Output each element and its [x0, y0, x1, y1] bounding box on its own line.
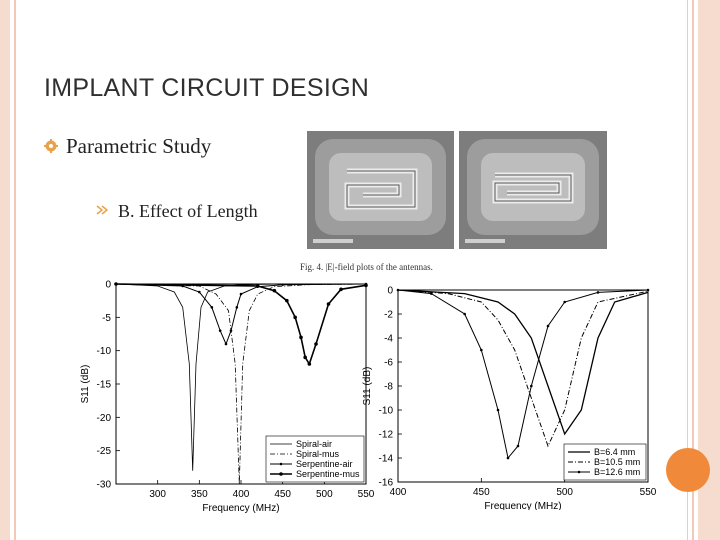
e-field-plot-image-1 — [307, 131, 454, 249]
x-tick-label: 400 — [390, 487, 407, 498]
series-line — [115, 283, 367, 485]
left-decorative-line — [14, 0, 16, 540]
series-point — [293, 315, 297, 320]
y-tick-label: -10 — [379, 406, 394, 417]
y-tick-label: 0 — [105, 280, 111, 291]
series-point — [339, 287, 343, 292]
series-point — [364, 283, 368, 288]
series-point — [506, 456, 510, 460]
x-tick-label: 350 — [191, 489, 208, 500]
y-tick-label: -5 — [102, 313, 111, 324]
series-point — [480, 348, 483, 352]
y-tick-label: -8 — [384, 382, 393, 393]
series-point — [496, 408, 500, 412]
series-point — [530, 384, 533, 388]
y-tick-label: -2 — [384, 310, 393, 321]
legend-label: B=6.4 mm — [594, 447, 635, 457]
x-tick-label: 550 — [358, 489, 374, 500]
series-line — [397, 289, 649, 460]
series-point — [299, 335, 303, 340]
y-tick-label: -10 — [97, 346, 112, 357]
y-tick-label: -25 — [97, 446, 112, 457]
series-point — [239, 292, 243, 296]
y-tick-label: -20 — [97, 413, 112, 424]
y-tick-label: -16 — [379, 478, 394, 489]
series-point — [224, 342, 228, 346]
legend-marker — [279, 462, 283, 466]
y-tick-label: -14 — [379, 454, 394, 465]
legend-label: Spiral-air — [296, 439, 332, 449]
legend-marker — [577, 470, 581, 474]
legend-marker — [279, 472, 283, 476]
legend-label: B=12.6 mm — [594, 467, 640, 477]
s11-vs-frequency-chart-antenna-types: 300 350 400 450 500 550 0 -5 -10 -15 -20 -25 -30 Freq… — [80, 280, 374, 515]
series-point — [198, 290, 201, 294]
bullet-effect-of-length: B. Effect of Length — [118, 201, 258, 221]
x-tick-label: 500 — [316, 489, 333, 500]
x-tick-label: 400 — [233, 489, 250, 500]
x-tick-label: 500 — [556, 487, 573, 498]
gear-bullet-icon — [44, 139, 58, 153]
legend-label: Serpentine-air — [296, 459, 353, 469]
y-tick-label: -6 — [384, 358, 393, 369]
series-point — [307, 362, 312, 366]
series-point — [281, 283, 284, 286]
series-point — [114, 282, 118, 286]
series-point — [303, 355, 307, 360]
figure-caption: Fig. 4. |E|-field plots of the antennas. — [300, 262, 433, 272]
series-line — [115, 283, 366, 471]
s11-vs-frequency-chart-lengths: 400 450 500 550 0 -2 -4 -6 -8 -10 -12 -14 -16 Frequen… — [362, 286, 657, 511]
series-point — [596, 291, 600, 294]
x-tick-label: 450 — [274, 489, 291, 500]
series-point — [314, 342, 318, 346]
series-point — [563, 300, 566, 304]
series-point — [229, 329, 233, 332]
x-tick-label: 300 — [149, 489, 166, 500]
series-point — [272, 288, 277, 293]
right-decorative-border — [698, 0, 720, 540]
x-tick-label: 550 — [640, 487, 657, 498]
series-line — [115, 283, 367, 366]
legend-box — [563, 443, 647, 481]
y-axis-label: S11 (dB) — [80, 365, 91, 404]
accent-circle — [666, 448, 710, 492]
series-point — [646, 288, 650, 292]
series-point — [285, 298, 289, 303]
series-point — [326, 302, 331, 306]
y-tick-label: -12 — [379, 430, 394, 441]
series-line — [397, 289, 649, 436]
arrow-bullet-icon — [96, 205, 109, 215]
y-tick-label: -4 — [384, 334, 393, 345]
y-axis-label: S11 (dB) — [362, 367, 373, 406]
y-tick-label: -15 — [97, 380, 112, 391]
x-tick-label: 450 — [473, 487, 490, 498]
series-point — [546, 324, 550, 328]
y-tick-label: 0 — [387, 286, 393, 297]
legend-label: Serpentine-mus — [296, 469, 360, 479]
e-field-plot-image-2 — [459, 131, 607, 249]
series-point — [255, 284, 260, 288]
y-tick-label: -30 — [97, 480, 112, 491]
legend-label: B=10.5 mm — [594, 457, 640, 467]
series-point — [396, 288, 400, 292]
left-decorative-border — [0, 0, 10, 540]
series-point — [430, 292, 433, 295]
x-axis-label: Frequency (MHz) — [484, 501, 561, 510]
series-point — [210, 306, 214, 309]
bullet-parametric-study: Parametric Study — [66, 134, 212, 158]
series-point — [235, 306, 239, 309]
series-point — [516, 444, 520, 448]
slide-title: IMPLANT CIRCUIT DESIGN — [44, 74, 370, 102]
right-decorative-line — [692, 0, 694, 540]
series-point — [463, 312, 466, 316]
legend-label: Spiral-mus — [296, 449, 340, 459]
series-point — [218, 329, 222, 332]
series-line — [397, 289, 649, 448]
right-decorative-line-2 — [687, 0, 688, 540]
x-axis-label: Frequency (MHz) — [202, 503, 279, 514]
